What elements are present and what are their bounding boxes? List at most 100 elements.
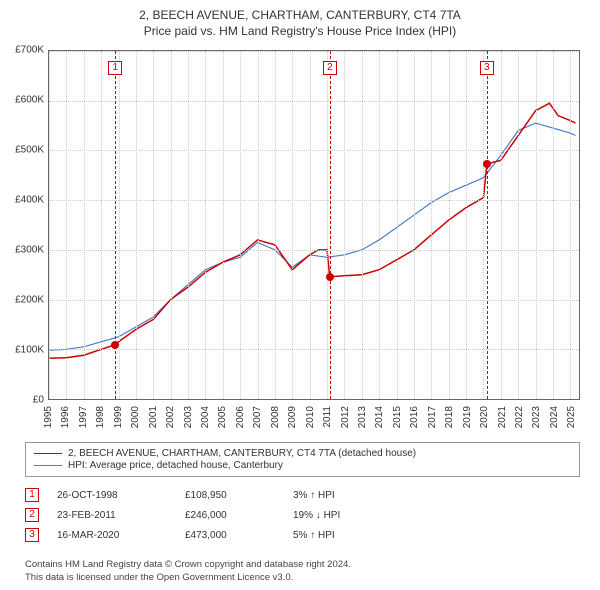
x-axis: 1995199619971998199920002001200220032004… xyxy=(48,400,580,440)
marker-badge: 1 xyxy=(108,61,122,75)
legend-row-hpi: HPI: Average price, detached house, Cant… xyxy=(34,460,571,471)
gridline-vertical xyxy=(431,51,432,399)
gridline-horizontal xyxy=(49,250,579,251)
x-tick-label: 2011 xyxy=(322,406,333,428)
x-tick-label: 2008 xyxy=(270,406,281,428)
x-tick-label: 2012 xyxy=(340,406,351,428)
y-tick-label: £100K xyxy=(15,345,44,356)
transaction-pct: 3% ↑ HPI xyxy=(293,490,383,501)
gridline-vertical xyxy=(327,51,328,399)
gridline-horizontal xyxy=(49,300,579,301)
gridline-vertical xyxy=(483,51,484,399)
transactions-table: 126-OCT-1998£108,9503% ↑ HPI223-FEB-2011… xyxy=(25,482,580,548)
gridline-vertical xyxy=(153,51,154,399)
y-tick-label: £700K xyxy=(15,45,44,56)
x-tick-label: 2018 xyxy=(444,406,455,428)
gridline-vertical xyxy=(188,51,189,399)
gridline-vertical xyxy=(275,51,276,399)
legend-swatch-price-paid xyxy=(34,453,62,454)
transaction-date: 26-OCT-1998 xyxy=(57,490,167,501)
gridline-vertical xyxy=(101,51,102,399)
gridline-vertical xyxy=(258,51,259,399)
x-tick-label: 1995 xyxy=(43,406,54,428)
gridline-horizontal xyxy=(49,51,579,52)
x-tick-label: 2014 xyxy=(374,406,385,428)
transaction-row: 316-MAR-2020£473,0005% ↑ HPI xyxy=(25,528,580,542)
gridline-vertical xyxy=(466,51,467,399)
x-tick-label: 1997 xyxy=(78,406,89,428)
x-tick-label: 2024 xyxy=(549,406,560,428)
gridline-vertical xyxy=(362,51,363,399)
gridline-vertical xyxy=(240,51,241,399)
x-tick-label: 2005 xyxy=(217,406,228,428)
x-tick-label: 2010 xyxy=(305,406,316,428)
x-tick-label: 2016 xyxy=(409,406,420,428)
marker-line xyxy=(330,51,331,399)
y-tick-label: £400K xyxy=(15,195,44,206)
y-tick-label: £600K xyxy=(15,95,44,106)
marker-badge: 2 xyxy=(323,61,337,75)
series-line-price_paid xyxy=(49,103,576,358)
x-tick-label: 2001 xyxy=(148,406,159,428)
marker-badge: 3 xyxy=(480,61,494,75)
transaction-pct: 19% ↓ HPI xyxy=(293,510,383,521)
gridline-horizontal xyxy=(49,150,579,151)
gridline-vertical xyxy=(414,51,415,399)
transaction-badge: 1 xyxy=(25,488,39,502)
transaction-row: 1 26-OCT-1998 £108,950 3% ↑ HPI xyxy=(25,488,580,502)
gridline-vertical xyxy=(171,51,172,399)
legend-row-price-paid: 2, BEECH AVENUE, CHARTHAM, CANTERBURY, C… xyxy=(34,448,571,459)
x-tick-label: 2019 xyxy=(462,406,473,428)
y-tick-label: £200K xyxy=(15,295,44,306)
gridline-horizontal xyxy=(49,200,579,201)
gridline-vertical xyxy=(553,51,554,399)
gridline-vertical xyxy=(310,51,311,399)
transaction-pct: 5% ↑ HPI xyxy=(293,530,383,541)
transaction-price: £108,950 xyxy=(185,490,275,501)
footer: Contains HM Land Registry data © Crown c… xyxy=(25,559,351,584)
gridline-vertical xyxy=(49,51,50,399)
gridline-vertical xyxy=(136,51,137,399)
x-tick-label: 2009 xyxy=(287,406,298,428)
marker-dot xyxy=(483,160,491,168)
gridline-vertical xyxy=(379,51,380,399)
x-tick-label: 2007 xyxy=(252,406,263,428)
gridline-vertical xyxy=(223,51,224,399)
gridline-vertical xyxy=(449,51,450,399)
footer-line2: This data is licensed under the Open Gov… xyxy=(25,572,351,584)
plot-area: 1 2 3 xyxy=(48,50,580,400)
gridline-vertical xyxy=(205,51,206,399)
gridline-vertical xyxy=(84,51,85,399)
y-axis: £0£100K£200K£300K£400K£500K£600K£700K xyxy=(0,50,48,400)
gridline-vertical xyxy=(292,51,293,399)
x-tick-label: 2022 xyxy=(514,406,525,428)
transaction-row: 223-FEB-2011£246,00019% ↓ HPI xyxy=(25,508,580,522)
chart-container: 2, BEECH AVENUE, CHARTHAM, CANTERBURY, C… xyxy=(0,0,600,590)
transaction-price: £473,000 xyxy=(185,530,275,541)
transaction-badge: 2 xyxy=(25,508,39,522)
gridline-vertical xyxy=(501,51,502,399)
legend-label-price-paid: 2, BEECH AVENUE, CHARTHAM, CANTERBURY, C… xyxy=(68,448,416,459)
series-line-hpi xyxy=(49,123,576,350)
x-tick-label: 1999 xyxy=(113,406,124,428)
transaction-date: 16-MAR-2020 xyxy=(57,530,167,541)
marker-dot xyxy=(326,273,334,281)
transaction-price: £246,000 xyxy=(185,510,275,521)
x-tick-label: 2020 xyxy=(479,406,490,428)
y-tick-label: £500K xyxy=(15,145,44,156)
marker-line xyxy=(487,51,488,399)
x-tick-label: 2000 xyxy=(130,406,141,428)
chart-lines xyxy=(49,51,579,399)
gridline-horizontal xyxy=(49,349,579,350)
gridline-vertical xyxy=(570,51,571,399)
legend: 2, BEECH AVENUE, CHARTHAM, CANTERBURY, C… xyxy=(25,442,580,477)
chart-title-line1: 2, BEECH AVENUE, CHARTHAM, CANTERBURY, C… xyxy=(0,8,600,22)
x-tick-label: 2015 xyxy=(392,406,403,428)
x-tick-label: 1996 xyxy=(60,406,71,428)
x-tick-label: 2021 xyxy=(497,406,508,428)
x-tick-label: 2004 xyxy=(200,406,211,428)
title-area: 2, BEECH AVENUE, CHARTHAM, CANTERBURY, C… xyxy=(0,0,600,42)
x-tick-label: 2002 xyxy=(165,406,176,428)
x-tick-label: 1998 xyxy=(95,406,106,428)
y-tick-label: £0 xyxy=(33,395,44,406)
